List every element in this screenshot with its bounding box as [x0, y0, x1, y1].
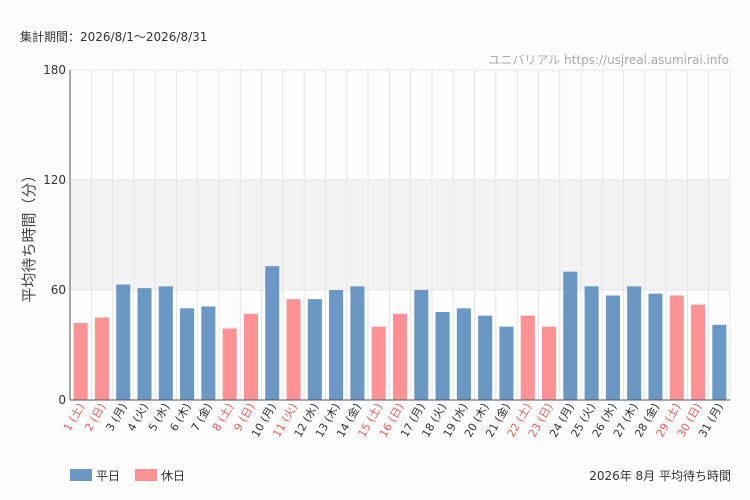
bar	[392, 313, 408, 400]
bar	[414, 290, 429, 400]
legend-swatch-weekday	[70, 469, 92, 481]
x-tick-labels: 1 (土)2 (日)3 (月)4 (火)5 (水)6 (木)7 (金)8 (土)…	[61, 401, 726, 440]
vertical-grid	[90, 70, 731, 400]
bar	[669, 295, 684, 400]
bar	[563, 271, 578, 400]
bar	[222, 328, 237, 400]
legend-swatch-holiday	[135, 469, 157, 481]
bar	[456, 308, 471, 400]
period-label: 集計期間：2026/8/1～2026/8/31	[20, 29, 207, 44]
bar	[712, 324, 727, 400]
bar	[201, 306, 216, 400]
footer-title: 2026年 8月 平均待ち時間	[589, 469, 731, 483]
bar	[158, 286, 173, 400]
bar	[180, 308, 195, 400]
legend-label-weekday: 平日	[96, 469, 120, 483]
legend: 平日 休日	[70, 469, 185, 483]
bar	[648, 293, 663, 400]
bar	[73, 323, 88, 400]
bar	[691, 304, 706, 400]
bar	[627, 286, 642, 400]
bars-group	[73, 266, 727, 400]
bar	[605, 295, 620, 400]
y-axis-label: 平均待ち時間（分）	[20, 167, 38, 302]
bar	[542, 326, 557, 400]
y-tick-label: 60	[51, 283, 66, 297]
bar	[286, 299, 301, 400]
bar	[350, 286, 365, 400]
y-tick-label: 120	[43, 173, 66, 187]
bar	[329, 290, 344, 400]
y-tick-labels: 0 60 120 180	[43, 63, 66, 407]
bar	[116, 284, 131, 400]
watermark-label: ユニバリアル https://usjreal.asumirai.info	[488, 53, 729, 67]
bar	[137, 288, 152, 400]
bar	[435, 312, 450, 400]
bar	[520, 315, 535, 400]
bar	[94, 317, 109, 400]
bar	[584, 286, 599, 400]
bar	[499, 326, 514, 400]
bar	[243, 313, 258, 400]
bar	[265, 266, 280, 400]
legend-label-holiday: 休日	[161, 469, 185, 483]
bar	[478, 315, 493, 400]
y-tick-label: 0	[58, 393, 66, 407]
bar	[371, 326, 386, 400]
y-tick-label: 180	[43, 63, 66, 77]
bar	[307, 299, 322, 400]
highlight-band	[70, 180, 730, 290]
